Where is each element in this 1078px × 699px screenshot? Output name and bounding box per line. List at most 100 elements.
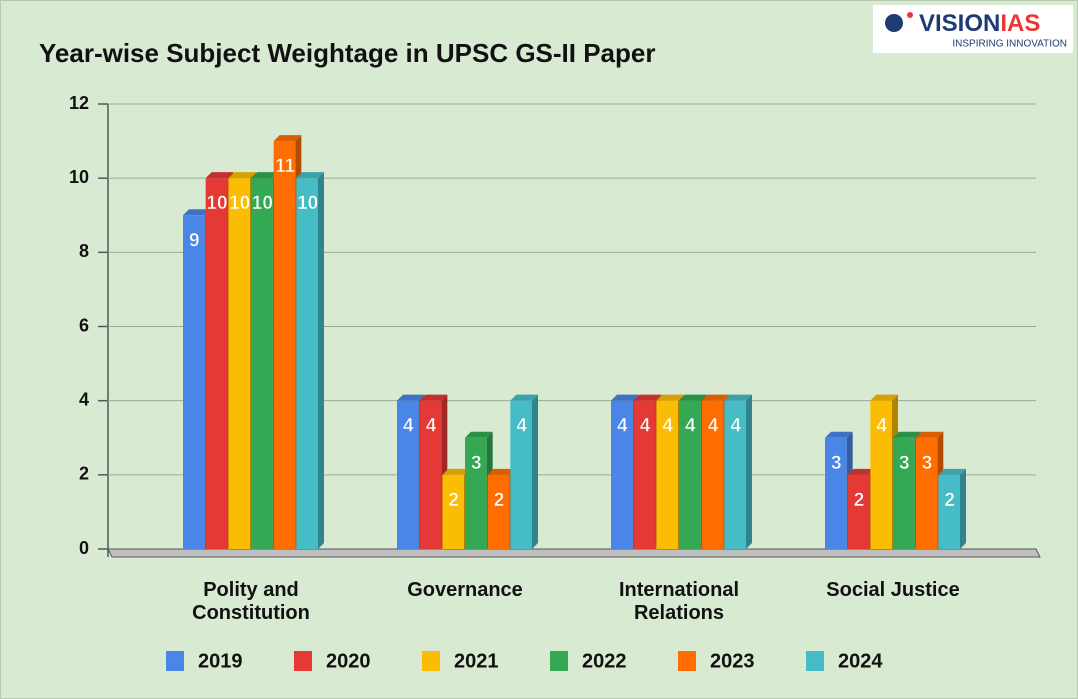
- legend-label: 2022: [582, 650, 627, 672]
- data-label: 10: [229, 193, 250, 214]
- bar-face: [510, 400, 532, 549]
- bar-top: [701, 394, 730, 401]
- data-label: 3: [471, 453, 482, 474]
- logo-part: IAS: [1000, 10, 1040, 37]
- bar-face: [938, 474, 960, 549]
- data-label: 2: [854, 490, 865, 511]
- bar-top: [419, 394, 448, 401]
- data-label: 4: [662, 416, 673, 437]
- bar-face: [273, 141, 296, 550]
- data-label: 2: [944, 490, 955, 511]
- y-tick-label: 2: [79, 464, 89, 484]
- data-label: 10: [206, 193, 227, 214]
- bar: [510, 394, 538, 549]
- bar-top: [183, 209, 211, 216]
- data-label: 4: [516, 416, 527, 437]
- data-label: 4: [685, 416, 696, 437]
- logo-icon: [885, 14, 903, 32]
- legend-swatch: [678, 651, 696, 671]
- bar-face: [893, 437, 915, 549]
- bar-top: [465, 431, 493, 438]
- bar-face: [633, 400, 656, 549]
- bar-top: [228, 172, 256, 179]
- data-label: 4: [708, 416, 719, 437]
- logo-dot: [907, 12, 913, 18]
- bar-top: [870, 394, 898, 401]
- legend-label: 2019: [198, 650, 243, 672]
- bar: [296, 172, 324, 549]
- bar-face: [701, 400, 724, 549]
- data-label: 2: [494, 490, 505, 511]
- data-label: 3: [831, 453, 842, 474]
- bar-top: [611, 394, 639, 401]
- bar-face: [465, 437, 487, 549]
- y-tick-label: 0: [79, 538, 89, 558]
- data-label: 10: [297, 193, 318, 214]
- logo-box: [873, 5, 1073, 53]
- bar-face: [205, 178, 228, 549]
- data-label: 11: [275, 156, 296, 177]
- bar-face: [679, 400, 701, 549]
- data-label: 3: [899, 453, 910, 474]
- y-tick-label: 12: [69, 93, 89, 113]
- bar-face: [183, 215, 205, 549]
- bar-face: [251, 178, 273, 549]
- x-tick-label: International Relations: [618, 579, 739, 624]
- data-label: 4: [426, 416, 437, 437]
- x-tick-label: Social Justice: [826, 579, 960, 601]
- bar-top: [205, 172, 234, 179]
- bar-top: [825, 431, 853, 438]
- bar-face: [724, 400, 746, 549]
- bar-top: [724, 394, 752, 401]
- data-label: 4: [640, 416, 651, 437]
- axis-floor: [107, 548, 1041, 558]
- legend-label: 2023: [710, 650, 755, 672]
- legend-label: 2021: [454, 650, 499, 672]
- bar-top: [656, 394, 684, 401]
- bar-top: [296, 172, 324, 179]
- legend-swatch: [550, 651, 568, 671]
- data-label: 4: [730, 416, 741, 437]
- bar-top: [938, 468, 966, 475]
- bar-top: [442, 468, 470, 475]
- bar-top: [847, 468, 876, 475]
- logo-tagline: INSPIRING INNOVATION: [952, 39, 1067, 50]
- bar-face: [442, 474, 464, 549]
- bar-face: [296, 178, 318, 549]
- data-label: 9: [189, 230, 200, 251]
- logo-part: VISION: [919, 10, 1000, 37]
- logo-text: VISIONIAS: [919, 10, 1040, 37]
- y-tick-label: 6: [79, 315, 89, 335]
- bar-side: [318, 172, 324, 549]
- bar-side: [960, 468, 966, 549]
- bar-top: [679, 394, 707, 401]
- bar-top: [251, 172, 279, 179]
- data-label: 4: [876, 416, 887, 437]
- legend-swatch: [294, 651, 312, 671]
- bar-side: [746, 394, 752, 549]
- bar-face: [847, 474, 870, 549]
- y-tick-label: 8: [79, 241, 89, 261]
- bar-face: [915, 437, 938, 549]
- bar-face: [656, 400, 678, 549]
- bar-face: [611, 400, 633, 549]
- bar: [724, 394, 752, 549]
- legend-swatch: [806, 651, 824, 671]
- bar-face: [487, 474, 510, 549]
- bar-side: [532, 394, 538, 549]
- bar-top: [273, 135, 302, 142]
- bar-top: [893, 431, 921, 438]
- data-label: 10: [252, 193, 273, 214]
- bar-face: [825, 437, 847, 549]
- data-label: 2: [448, 490, 459, 511]
- x-tick-label: Polity and Constitution: [192, 579, 310, 624]
- bar-top: [487, 468, 516, 475]
- bar-face: [228, 178, 250, 549]
- data-label: 3: [922, 453, 933, 474]
- y-tick-label: 10: [69, 167, 89, 187]
- bar-face: [870, 400, 892, 549]
- bar: [938, 468, 966, 549]
- bar-top: [633, 394, 662, 401]
